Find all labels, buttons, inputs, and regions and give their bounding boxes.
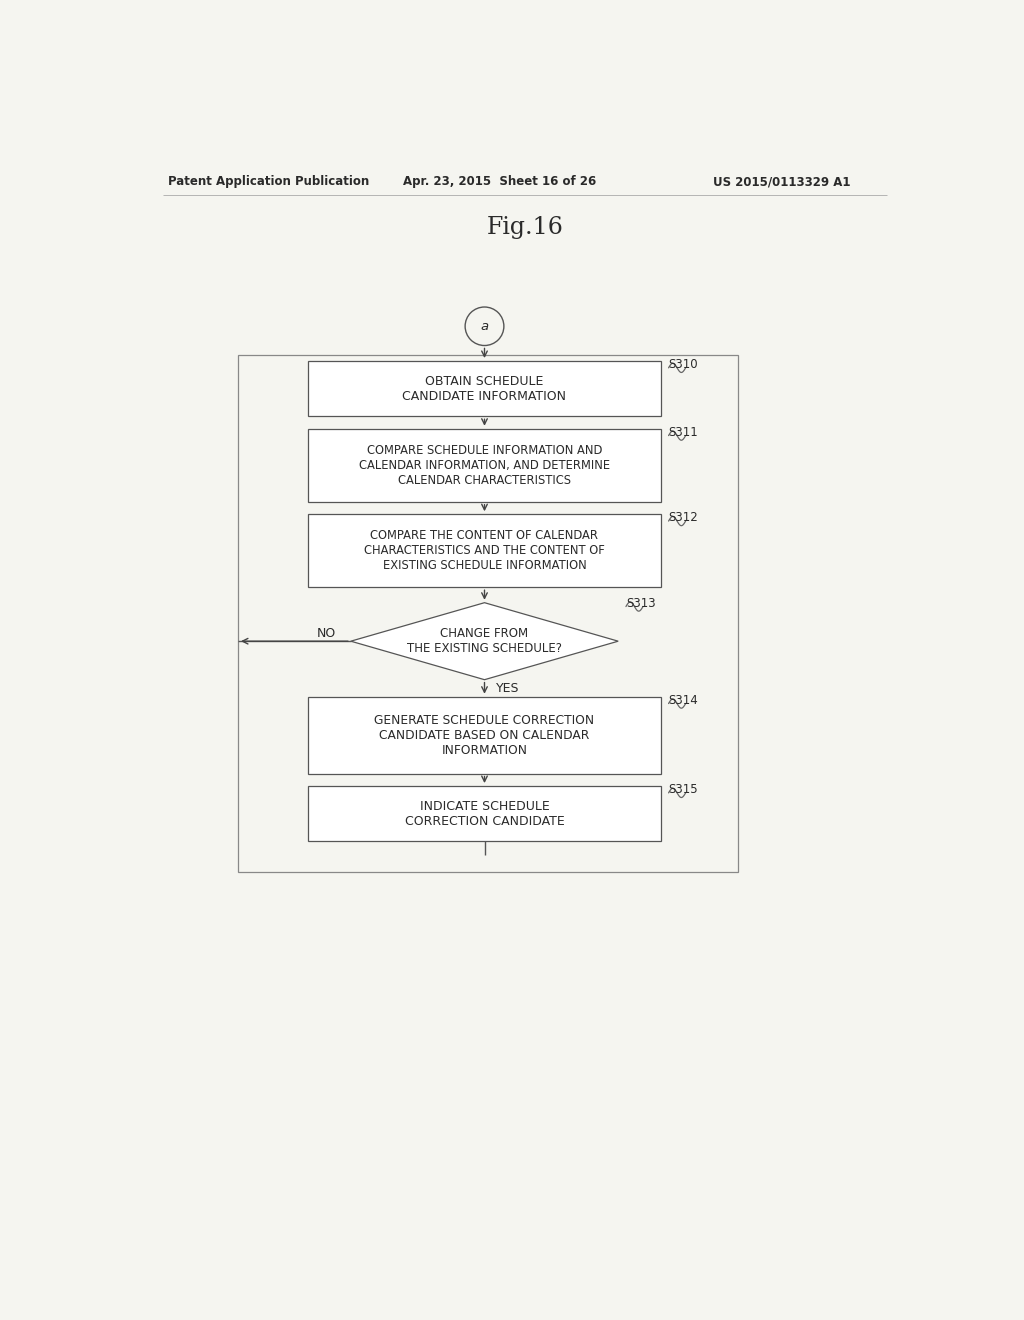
Text: S311: S311 [669,425,698,438]
Text: GENERATE SCHEDULE CORRECTION
CANDIDATE BASED ON CALENDAR
INFORMATION: GENERATE SCHEDULE CORRECTION CANDIDATE B… [375,714,595,756]
Text: US 2015/0113329 A1: US 2015/0113329 A1 [713,176,851,189]
Text: COMPARE THE CONTENT OF CALENDAR
CHARACTERISTICS AND THE CONTENT OF
EXISTING SCHE: COMPARE THE CONTENT OF CALENDAR CHARACTE… [365,529,605,572]
Text: S312: S312 [669,511,698,524]
Bar [308,785,660,841]
Text: YES: YES [496,681,519,694]
Text: S315: S315 [669,783,698,796]
Text: Patent Application Publication: Patent Application Publication [168,176,370,189]
Bar [308,360,660,416]
Text: a: a [480,319,488,333]
Text: NO: NO [316,627,336,640]
Polygon shape [351,603,618,680]
Bar [238,355,738,873]
Text: Fig.16: Fig.16 [486,216,563,239]
Text: COMPARE SCHEDULE INFORMATION AND
CALENDAR INFORMATION, AND DETERMINE
CALENDAR CH: COMPARE SCHEDULE INFORMATION AND CALENDA… [359,444,610,487]
Bar [308,515,660,587]
Text: S314: S314 [669,693,698,706]
Text: CHANGE FROM
THE EXISTING SCHEDULE?: CHANGE FROM THE EXISTING SCHEDULE? [407,627,562,655]
Bar [308,697,660,774]
Text: OBTAIN SCHEDULE
CANDIDATE INFORMATION: OBTAIN SCHEDULE CANDIDATE INFORMATION [402,375,566,403]
Text: INDICATE SCHEDULE
CORRECTION CANDIDATE: INDICATE SCHEDULE CORRECTION CANDIDATE [404,800,564,828]
Bar [308,429,660,502]
Text: Apr. 23, 2015  Sheet 16 of 26: Apr. 23, 2015 Sheet 16 of 26 [403,176,596,189]
Text: S313: S313 [626,597,655,610]
Text: S310: S310 [669,358,698,371]
